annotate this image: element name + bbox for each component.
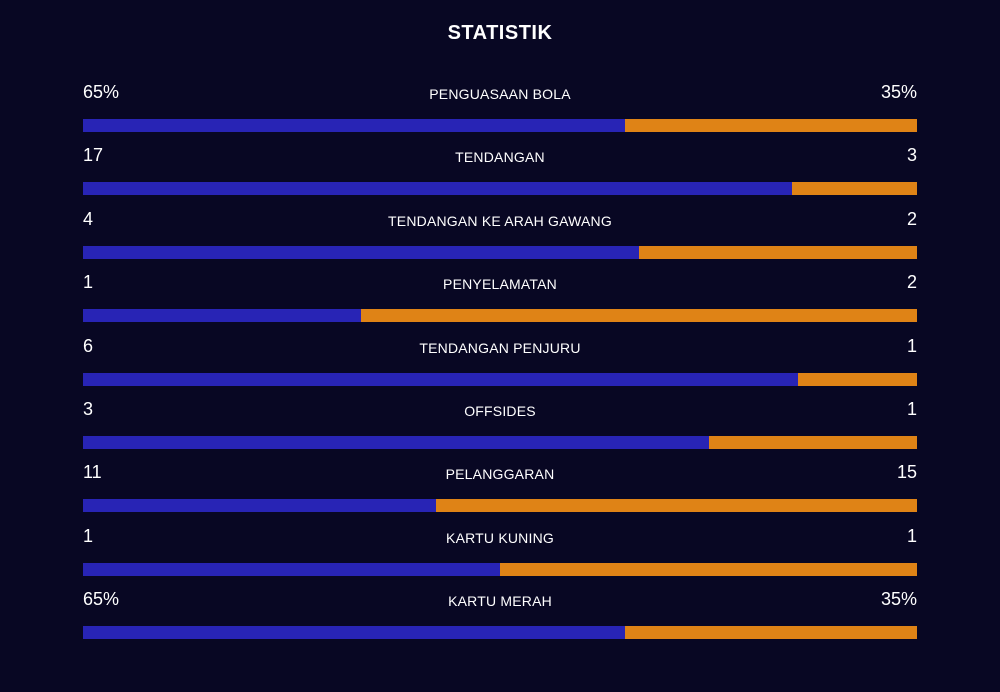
stat-bar [83, 245, 917, 259]
away-bar-fill [797, 372, 917, 386]
stat-row-yellow-cards: 1 KARTU KUNING 1 [83, 524, 917, 587]
away-bar-fill [708, 435, 917, 449]
stat-row-shots-on-target: 4 TENDANGAN KE ARAH GAWANG 2 [83, 207, 917, 270]
stat-label: PENGUASAAN BOLA [429, 86, 571, 102]
stat-label: PENYELAMATAN [443, 276, 557, 293]
home-bar-fill [83, 435, 709, 449]
away-value: 2 [906, 208, 917, 229]
home-bar-fill [83, 499, 436, 513]
away-bar-fill [625, 626, 917, 640]
home-value: 11 [83, 462, 102, 483]
home-bar-fill [83, 182, 792, 196]
stat-row-saves: 1 PENYELAMATAN 2 [83, 270, 917, 333]
stat-bar [83, 435, 917, 449]
stat-bar [83, 562, 917, 576]
stat-bar [83, 309, 917, 323]
home-bar-fill [83, 372, 798, 386]
stats-title: STATISTIK [447, 22, 553, 44]
away-value: 1 [906, 398, 917, 419]
away-value: 35% [880, 589, 917, 610]
stat-row-offsides: 3 OFFSIDES 1 [83, 397, 917, 460]
stat-label: KARTU MERAH [448, 593, 552, 610]
stat-bar [83, 372, 917, 386]
stat-bar [83, 626, 917, 640]
away-bar-fill [625, 119, 917, 132]
away-bar-fill [435, 499, 917, 513]
away-value: 1 [906, 525, 917, 546]
away-value: 35% [880, 82, 917, 102]
home-value: 1 [83, 272, 94, 293]
home-value: 3 [83, 398, 94, 419]
away-value: 3 [906, 145, 917, 166]
away-bar-fill [500, 562, 917, 576]
away-bar-fill [639, 245, 917, 259]
home-bar-fill [83, 245, 640, 259]
away-value: 1 [906, 335, 917, 356]
home-value: 6 [83, 335, 94, 356]
home-value: 65% [83, 82, 120, 102]
away-value: 2 [906, 272, 917, 293]
stat-bar [83, 182, 917, 196]
home-value: 1 [83, 525, 94, 546]
stat-label: OFFSIDES [464, 402, 536, 419]
home-value: 17 [83, 145, 104, 166]
home-value: 65% [83, 589, 120, 610]
stat-row-shots: 17 TENDANGAN 3 [83, 143, 917, 206]
stat-label: KARTU KUNING [446, 529, 554, 546]
stat-row-corners: 6 TENDANGAN PENJURU 1 [83, 334, 917, 397]
home-bar-fill [83, 562, 500, 576]
stat-row-possession: 65% PENGUASAAN BOLA 35% [83, 80, 917, 143]
stats-list: 65% PENGUASAAN BOLA 35% 17 TENDANGAN 3 4… [83, 80, 917, 651]
stat-bar [83, 499, 917, 513]
stat-row-fouls: 11 PELANGGARAN 15 [83, 460, 917, 523]
stat-label: TENDANGAN KE ARAH GAWANG [388, 212, 612, 229]
home-bar-fill [83, 309, 361, 323]
stat-row-red-cards: 65% KARTU MERAH 35% [83, 587, 917, 650]
stat-bar [83, 119, 917, 132]
away-value: 15 [896, 462, 917, 483]
stat-label: TENDANGAN [455, 149, 545, 166]
home-value: 4 [83, 208, 94, 229]
home-bar-fill [83, 626, 626, 640]
away-bar-fill [791, 182, 917, 196]
home-bar-fill [83, 119, 626, 132]
stat-label: PELANGGARAN [445, 466, 555, 483]
stat-label: TENDANGAN PENJURU [419, 339, 581, 356]
away-bar-fill [360, 309, 917, 323]
